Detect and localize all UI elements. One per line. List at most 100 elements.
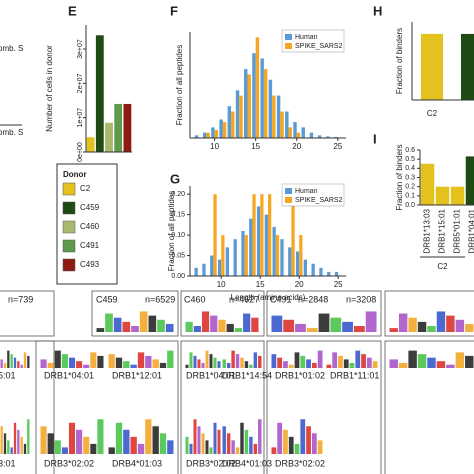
bar: [105, 122, 113, 152]
logo-glyph: [455, 352, 465, 368]
logo-glyph: [90, 443, 97, 454]
bar: [222, 122, 227, 138]
bar: [210, 255, 214, 276]
logo-glyph: [300, 419, 306, 454]
bar: [326, 136, 330, 138]
logo-glyph: [365, 311, 377, 332]
bar: [214, 130, 219, 138]
logo-glyph: [349, 362, 355, 368]
x-tick-label: 25: [334, 280, 343, 289]
logo-glyph: [231, 350, 235, 368]
x-tick-label: C2: [427, 109, 438, 118]
legend-swatch: [62, 239, 76, 253]
group-label: C2: [437, 262, 448, 271]
bar: [206, 132, 210, 138]
logo-glyph: [0, 426, 3, 454]
logo-header: n=739: [8, 294, 33, 304]
logo-glyph: [306, 359, 311, 368]
logo-box: [180, 290, 265, 337]
logo-glyph: [218, 319, 226, 332]
x-tick-label: DRB1*04:01: [468, 208, 474, 253]
logo-glyph: [47, 433, 54, 454]
logo-glyph: [318, 313, 330, 332]
logo-glyph: [139, 311, 148, 332]
logo-glyph: [113, 317, 122, 332]
allele-label: DRB1*12:01: [112, 370, 162, 380]
logo-glyph: [240, 357, 244, 368]
bar: [334, 136, 338, 138]
allele-label: DRB4*01:03: [112, 458, 162, 468]
logo-glyph: [17, 361, 20, 368]
bar: [450, 186, 465, 205]
logo-glyph: [213, 422, 217, 454]
bar: [272, 226, 276, 276]
logo-glyph: [159, 362, 167, 368]
logo-glyph: [398, 313, 408, 332]
logo-glyphs: [0, 311, 474, 454]
logo-glyph: [193, 419, 197, 454]
logo-glyph: [13, 422, 17, 454]
bar: [275, 235, 280, 276]
allele-label: DRB3*02:02: [186, 458, 236, 468]
logo-glyph: [0, 359, 3, 368]
logo-glyph: [408, 317, 417, 332]
legend-swatch: [285, 34, 292, 40]
bar: [268, 79, 273, 138]
logo-glyph: [258, 355, 262, 368]
logo-glyph: [295, 323, 306, 332]
logo-glyph: [108, 354, 115, 368]
logo-glyph: [165, 323, 174, 332]
bar: [244, 235, 248, 276]
logo-glyph: [253, 443, 258, 454]
logo-glyph: [436, 361, 446, 368]
logo-glyph: [288, 436, 294, 454]
panel-label: I: [373, 131, 377, 146]
logo-box: [266, 290, 382, 337]
bar: [280, 111, 284, 138]
logo-glyph: [167, 440, 174, 454]
partial-label: comb. S: [0, 44, 23, 53]
logo-glyph: [201, 362, 205, 368]
logo-glyph: [277, 422, 283, 454]
bar: [255, 37, 260, 138]
logo-glyph: [311, 362, 317, 368]
bar: [303, 259, 307, 276]
legend-box: [281, 29, 345, 53]
bar: [213, 194, 217, 276]
logo-glyph: [197, 359, 201, 368]
bar: [247, 74, 251, 138]
logo-glyph: [10, 354, 13, 368]
logo-glyph: [306, 328, 318, 332]
bar: [334, 271, 339, 276]
x-tick-label: 10: [217, 280, 226, 289]
logo-glyph: [243, 313, 251, 332]
legend-swatch: [62, 201, 76, 215]
y-tick-label: 0.20: [171, 191, 185, 198]
logo-glyph: [152, 426, 159, 454]
bar: [239, 95, 243, 138]
bar: [288, 127, 292, 138]
logo-glyph: [465, 355, 474, 368]
bar: [233, 239, 237, 276]
logo-glyph: [47, 362, 54, 368]
logo-glyph: [226, 433, 231, 454]
allele-label: DRB1*14:54: [222, 370, 272, 380]
logo-box: [266, 340, 382, 474]
legend-title: Donor: [63, 170, 87, 179]
legend-swatch: [285, 188, 292, 194]
logo-glyph: [189, 443, 193, 454]
logo-glyph: [115, 422, 123, 454]
panel-label: G: [170, 171, 180, 186]
y-tick-label: 0.6: [405, 147, 415, 154]
logo-glyph: [446, 315, 455, 332]
y-tick-label: 0.00: [171, 273, 185, 280]
logo-glyph: [197, 426, 201, 454]
logo-glyph: [131, 326, 139, 332]
logo-glyph: [193, 326, 201, 332]
logo-glyph: [288, 364, 294, 368]
logo-glyph: [105, 313, 113, 332]
x-tick-label: 15: [256, 280, 265, 289]
bar: [319, 267, 323, 276]
legend-swatch: [285, 197, 292, 203]
bar: [280, 239, 284, 276]
